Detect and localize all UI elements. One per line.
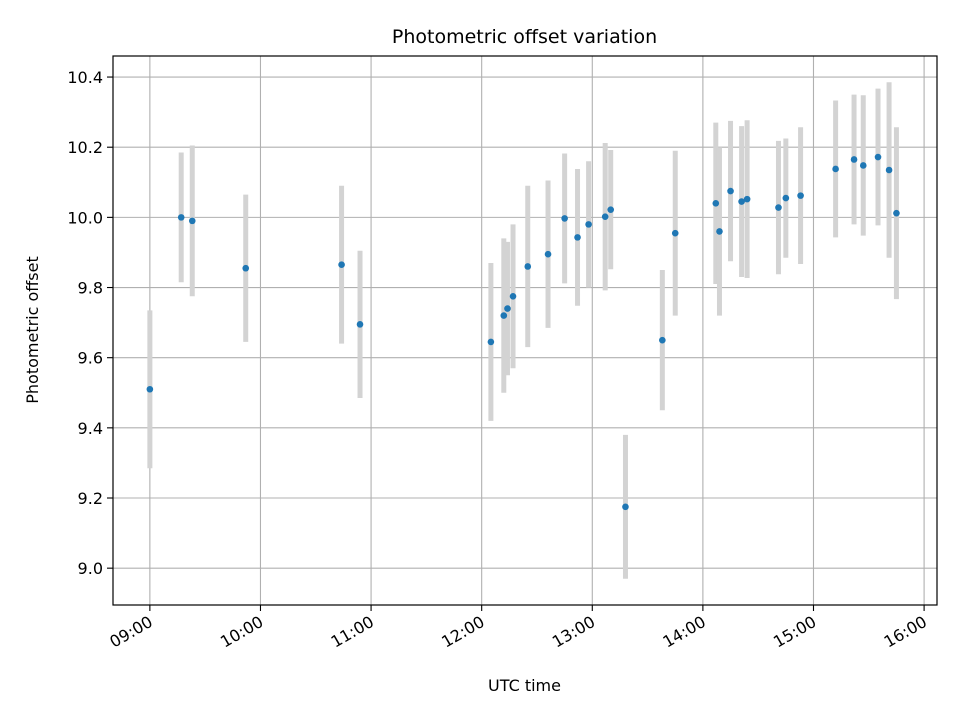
y-tick-label: 9.2 <box>78 489 103 508</box>
data-point <box>716 228 723 235</box>
data-point <box>738 198 745 205</box>
y-tick-label: 10.0 <box>67 208 103 227</box>
data-point <box>188 217 196 225</box>
x-axis-label: UTC time <box>488 676 561 695</box>
data-point <box>893 209 900 217</box>
y-tick-label: 9.4 <box>78 419 103 438</box>
data-point <box>585 221 592 228</box>
data-points <box>146 153 900 511</box>
data-point <box>832 165 839 173</box>
plot-frame <box>112 55 938 606</box>
data-point <box>712 200 720 207</box>
data-point <box>601 213 609 220</box>
data-point <box>743 195 751 203</box>
y-tick-label: 9.0 <box>78 559 103 578</box>
data-point <box>356 321 364 328</box>
data-point <box>671 229 679 237</box>
y-tick-label: 9.6 <box>78 349 103 368</box>
data-point <box>874 153 882 161</box>
data-point <box>727 187 734 195</box>
y-axis-ticks: 9.0 9.2 9.4 9.6 9.8 10.0 10.2 10.4 <box>67 68 113 578</box>
data-point <box>574 234 581 241</box>
data-point <box>885 166 893 174</box>
y-tick-label: 10.4 <box>67 68 103 87</box>
data-point <box>850 156 858 163</box>
y-tick-label: 10.2 <box>67 138 103 157</box>
chart-title: Photometric offset variation <box>392 26 657 48</box>
data-point <box>504 305 511 312</box>
data-point <box>146 385 154 393</box>
data-point <box>338 261 345 269</box>
data-point <box>524 263 532 270</box>
data-point <box>859 162 867 169</box>
data-point <box>242 264 250 272</box>
data-point <box>509 292 517 300</box>
data-point <box>622 503 629 511</box>
data-point <box>659 336 666 344</box>
data-point <box>782 194 790 202</box>
y-axis-label: Photometric offset <box>23 256 42 404</box>
data-point <box>561 215 568 222</box>
y-tick-label: 9.8 <box>78 279 103 298</box>
data-point <box>607 206 615 213</box>
data-point <box>544 250 552 258</box>
data-point <box>775 204 782 211</box>
data-point <box>487 338 495 346</box>
data-point <box>177 214 185 221</box>
data-point <box>500 312 508 319</box>
data-point <box>797 192 804 199</box>
